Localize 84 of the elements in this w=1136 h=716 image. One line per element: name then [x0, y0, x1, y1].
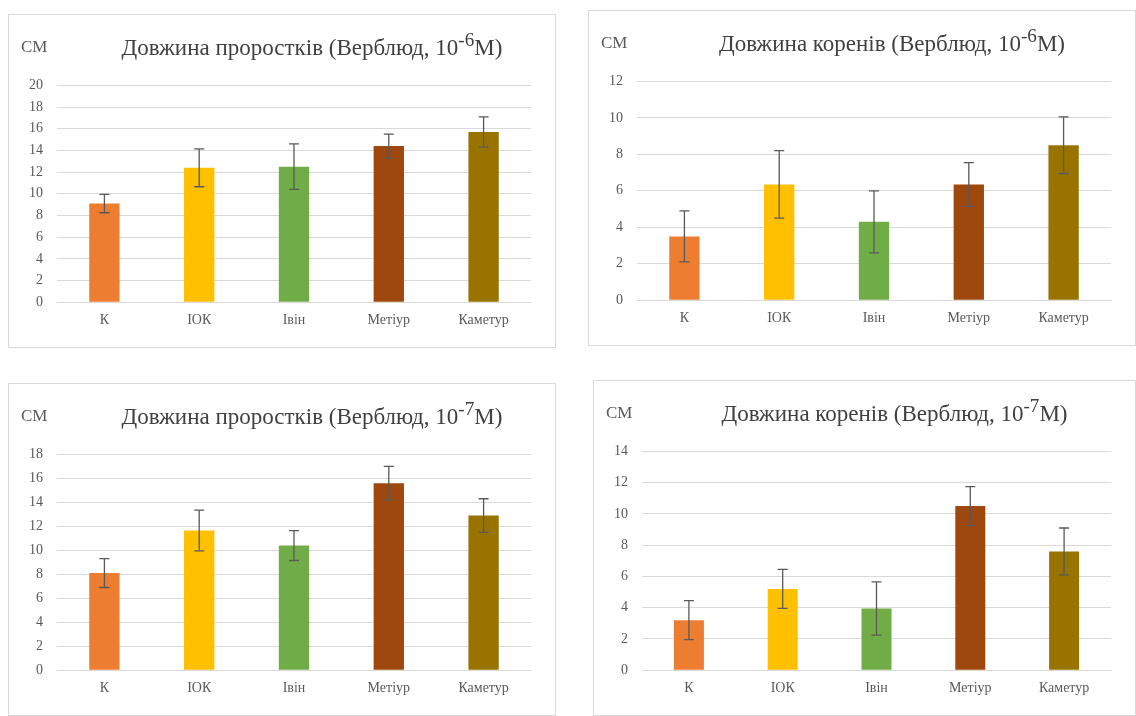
y-tick-label: 14: [29, 142, 43, 158]
x-tick-label: ІОК: [767, 310, 792, 326]
y-tick-label: 10: [614, 505, 628, 521]
chart-title: Довжина проростків (Верблюд, 10$^{-6}$М): [120, 29, 504, 61]
bar: [278, 166, 310, 302]
y-tick-label: 18: [29, 98, 43, 114]
y-tick-label: 10: [609, 109, 623, 125]
x-tick-label: Каметур: [458, 312, 509, 328]
y-tick-label: 4: [616, 218, 623, 234]
x-tick-label: ІОК: [187, 312, 212, 328]
bar: [468, 132, 499, 302]
y-tick-label: 12: [614, 474, 628, 490]
y-tick-label: 8: [36, 207, 43, 223]
x-tick-label: ІОК: [770, 680, 796, 696]
y-tick-label: 4: [36, 613, 43, 629]
x-tick-label: ІОК: [187, 680, 212, 696]
bar: [858, 221, 890, 300]
y-tick-label: 12: [29, 163, 43, 179]
bar: [861, 608, 892, 670]
bar: [373, 146, 404, 302]
x-tick-label: К: [679, 310, 690, 326]
y-tick-label: 0: [36, 293, 43, 309]
y-axis-title: СМ: [21, 37, 48, 57]
x-tick-label: Метіур: [367, 312, 411, 328]
bar: [955, 506, 986, 670]
x-tick-label: Івін: [282, 312, 306, 328]
y-tick-label: 12: [609, 73, 623, 89]
bar: [89, 203, 120, 302]
y-axis-title: СМ: [606, 403, 633, 423]
y-tick-label: 14: [614, 443, 628, 459]
bar: [278, 545, 310, 670]
x-tick-label: Метіур: [367, 680, 411, 696]
y-tick-label: 16: [29, 470, 43, 486]
y-tick-label: 8: [616, 146, 623, 162]
x-tick-label: К: [99, 680, 110, 696]
y-tick-label: 0: [36, 661, 43, 677]
bar: [468, 515, 499, 670]
y-tick-label: 14: [29, 494, 43, 510]
x-tick-label: К: [99, 312, 110, 328]
bar: [184, 530, 215, 670]
y-tick-label: 10: [29, 541, 43, 557]
bar: [89, 573, 120, 670]
chart-title: Довжина коренів (Верблюд, 10$^{-6}$М): [718, 25, 1066, 57]
x-tick-label: Каметур: [458, 680, 509, 696]
y-tick-label: 2: [621, 630, 628, 646]
y-tick-label: 6: [36, 228, 43, 244]
bar: [767, 588, 798, 670]
x-tick-label: К: [684, 680, 695, 696]
bar: [673, 620, 704, 670]
y-tick-label: 12: [29, 518, 43, 534]
bar: [953, 184, 984, 300]
y-tick-label: 4: [36, 250, 43, 266]
x-tick-label: Івін: [865, 680, 889, 696]
y-tick-label: 0: [621, 661, 628, 677]
x-tick-label: Метіур: [947, 310, 991, 326]
y-tick-label: 8: [36, 565, 43, 581]
bar: [184, 167, 215, 302]
y-tick-label: 10: [29, 185, 43, 201]
x-tick-label: Каметур: [1038, 680, 1090, 696]
y-tick-label: 18: [29, 446, 43, 462]
y-tick-label: 16: [29, 120, 43, 136]
x-tick-label: Каметур: [1038, 310, 1089, 326]
bar: [764, 184, 795, 300]
chart-title: Довжина проростків (Верблюд, 10$^{-7}$М): [120, 398, 504, 430]
y-tick-label: 2: [36, 637, 43, 653]
y-tick-label: 0: [616, 291, 623, 307]
bar: [1048, 145, 1079, 300]
bar: [669, 236, 700, 300]
y-tick-label: 6: [616, 182, 623, 198]
x-tick-label: Івін: [282, 680, 306, 696]
y-tick-label: 2: [616, 255, 623, 271]
bar: [373, 483, 404, 670]
y-tick-label: 6: [36, 589, 43, 605]
bar: [1049, 551, 1080, 670]
y-axis-title: СМ: [21, 406, 48, 426]
y-tick-label: 20: [29, 77, 43, 93]
y-tick-label: 2: [36, 272, 43, 288]
y-tick-label: 4: [621, 599, 628, 615]
chart-title: Довжина коренів (Верблюд, 10$^{-7}$М): [720, 395, 1069, 427]
y-tick-label: 6: [621, 568, 628, 584]
y-tick-label: 8: [621, 536, 628, 552]
y-axis-title: СМ: [601, 33, 628, 53]
x-tick-label: Метіур: [949, 680, 992, 696]
x-tick-label: Івін: [862, 310, 886, 326]
